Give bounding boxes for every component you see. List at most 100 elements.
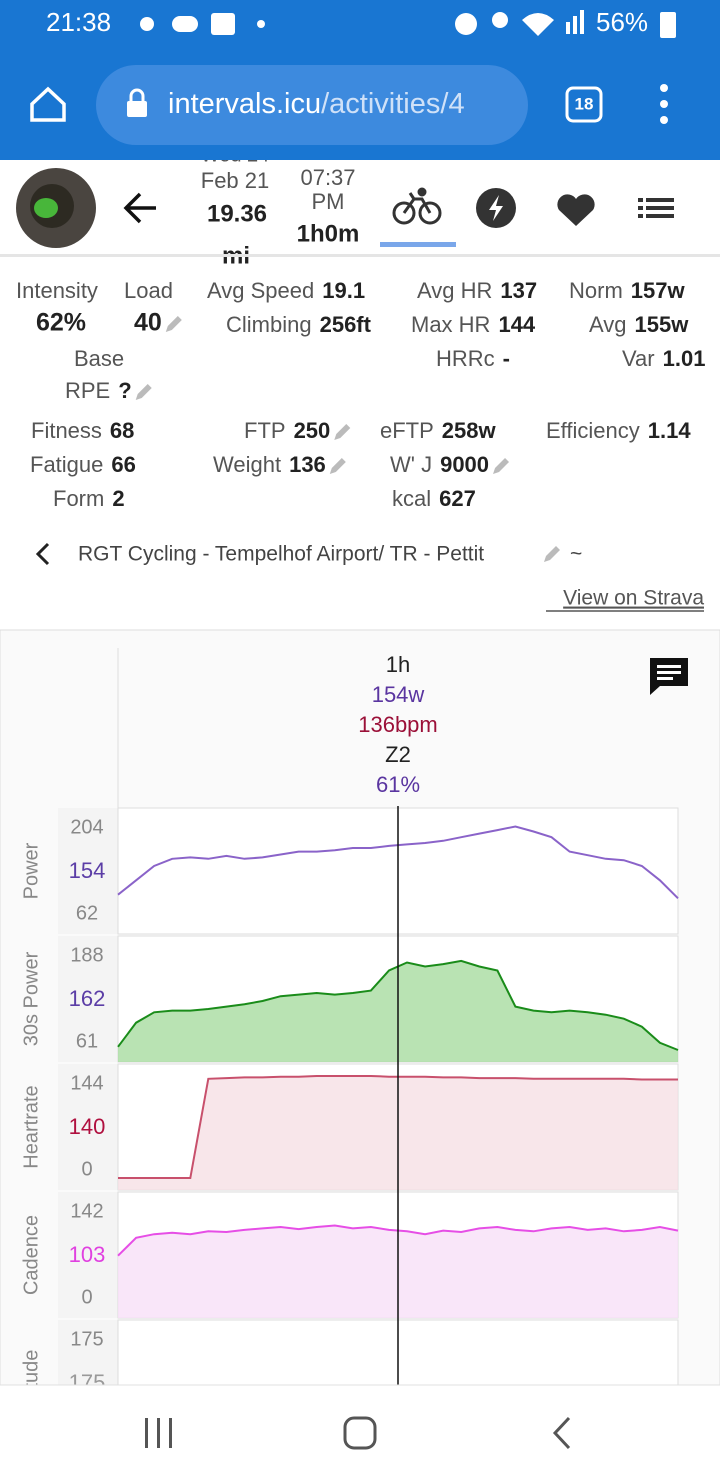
header-shadow: [0, 254, 720, 257]
edit-icon[interactable]: [544, 546, 560, 562]
panel-min: 62: [76, 902, 98, 924]
stat-value: -: [503, 346, 510, 371]
panel-min: 0: [81, 1158, 92, 1180]
cursor-time: 1h: [386, 652, 410, 677]
avatar-frog: [34, 198, 58, 218]
back-nav[interactable]: [552, 1416, 571, 1450]
panel-name: Cadence: [20, 1215, 42, 1295]
edit-icon[interactable]: [334, 424, 351, 440]
panels: Power 204 154 62 30s Power 188 162 61 Heartrate 1…: [20, 807, 679, 1417]
stat-value: 137: [500, 278, 537, 303]
stat-label: Climbing: [226, 312, 312, 337]
stats: Intensity 62% Load 40 Avg Speed 19.1 Climbing 2…: [16, 278, 705, 511]
stat-label: kcal: [392, 486, 431, 511]
stat-value: 40: [134, 309, 162, 337]
distance: 19.36: [207, 200, 267, 227]
date-day: Wed 24: [201, 144, 270, 166]
stat-label: Weight: [213, 452, 281, 477]
panel-name: Altitude: [20, 1350, 42, 1417]
bike-tab[interactable]: [392, 187, 442, 225]
stat-label: HRRc: [436, 346, 495, 371]
stat-value: 19.1: [322, 278, 365, 303]
stat-value: 256ft: [320, 312, 372, 337]
stat-label: RPE: [65, 378, 110, 403]
stat-label: Intensity: [16, 278, 98, 303]
stat-value: 1.14: [648, 418, 692, 443]
stat-label: W' J: [390, 452, 432, 477]
panel-name: Heartrate: [20, 1085, 42, 1168]
stat-value: 66: [111, 452, 135, 477]
power-tab[interactable]: [476, 188, 516, 228]
nav-bar: [0, 1385, 720, 1480]
stat-value: 9000: [440, 452, 489, 477]
panel-label-bg: [58, 808, 118, 934]
date-month: Feb 21: [201, 168, 270, 193]
recent-apps[interactable]: [145, 1418, 172, 1448]
stat-value: 62%: [36, 309, 86, 337]
tab-indicator: [380, 242, 456, 247]
lock-icon: [127, 88, 147, 117]
panel-name: 30s Power: [20, 951, 42, 1046]
cursor-percent: 61%: [376, 772, 420, 797]
stat-value: 136: [289, 452, 326, 477]
url-host: intervals.icu: [168, 88, 321, 120]
url-path: /activities/4: [321, 88, 464, 120]
stat-label: Max HR: [411, 312, 490, 337]
edit-icon[interactable]: [329, 458, 346, 474]
stat-value: 258w: [442, 418, 497, 443]
edit-icon[interactable]: [493, 458, 510, 474]
duration: 1h0m: [297, 220, 360, 247]
stat-label: Var: [622, 346, 655, 371]
stat-value: 2: [112, 486, 124, 511]
menu-button[interactable]: [660, 84, 668, 124]
home-button[interactable]: [30, 86, 66, 122]
panel-current: 154: [69, 858, 106, 883]
stat-label: Fitness: [31, 418, 102, 443]
stat-label: Norm: [569, 278, 623, 303]
edit-icon[interactable]: [165, 316, 182, 332]
home-nav[interactable]: [343, 1416, 377, 1450]
panel-max: 175: [70, 1328, 103, 1350]
panel-current: 162: [69, 986, 106, 1011]
cursor-power: 154w: [372, 682, 425, 707]
list-tab[interactable]: [638, 198, 674, 218]
panel-min: 61: [76, 1030, 98, 1052]
stat-value: 250: [294, 418, 331, 443]
strava-link[interactable]: View on Strava: [563, 587, 704, 610]
panel-max: 188: [70, 944, 103, 966]
stat-label: FTP: [244, 418, 286, 443]
status-time: 21:38: [46, 7, 111, 37]
stat-value: 155w: [635, 312, 690, 337]
panel-max: 204: [70, 816, 103, 838]
heart-tab[interactable]: [557, 194, 595, 226]
stat-label: Fatigue: [30, 452, 103, 477]
stat-value: ?: [118, 378, 131, 403]
url-bar[interactable]: [96, 65, 528, 145]
stat-label: Avg Speed: [207, 278, 314, 303]
stat-label: Avg: [589, 312, 627, 337]
stat-value: 68: [110, 418, 134, 443]
status-icons: [140, 10, 676, 38]
activity-name: RGT Cycling - Tempelhof Airport/ TR - Pe…: [78, 543, 484, 566]
panel-label-bg: [58, 1064, 118, 1190]
stat-label: Base: [74, 346, 124, 371]
edit-icon[interactable]: [135, 384, 152, 400]
stat-label: Efficiency: [546, 418, 640, 443]
tabs-button[interactable]: [565, 86, 603, 123]
panel-max: 144: [70, 1072, 103, 1094]
activity-suffix: ~: [570, 543, 582, 566]
stat-value: 627: [439, 486, 476, 511]
start-ampm: PM: [312, 189, 345, 214]
stat-value: 144: [498, 312, 535, 337]
back-button[interactable]: [123, 192, 156, 224]
comment-button[interactable]: [650, 658, 688, 695]
panel-min: 0: [81, 1286, 92, 1308]
panel-max: 142: [70, 1200, 103, 1222]
panel-label-bg: [58, 936, 118, 1062]
stat-label: Load: [124, 278, 173, 303]
stat-label: Avg HR: [417, 278, 492, 303]
prev-activity[interactable]: [35, 542, 50, 566]
battery: 56%: [596, 7, 648, 37]
